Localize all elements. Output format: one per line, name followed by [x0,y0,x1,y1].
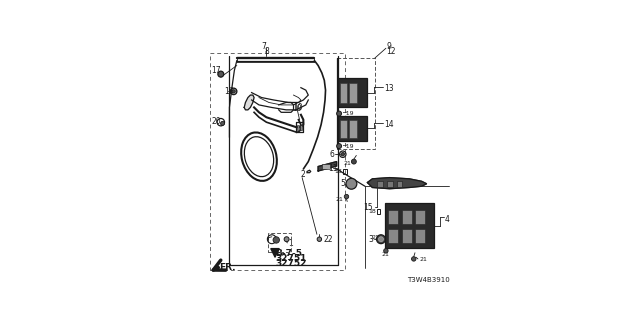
Circle shape [232,90,236,93]
Bar [415,210,426,224]
Text: 21: 21 [382,252,390,257]
Text: 32751: 32751 [275,254,307,263]
Text: 12: 12 [387,47,396,56]
Circle shape [273,237,280,243]
Text: 8: 8 [264,47,269,56]
Bar [397,180,403,187]
Bar [415,228,426,243]
Circle shape [337,144,342,148]
Bar [385,204,434,248]
Bar [402,228,412,243]
Bar [323,164,330,169]
Circle shape [317,237,321,241]
Circle shape [218,71,224,77]
Text: 3: 3 [369,235,374,244]
Text: 16: 16 [224,87,234,96]
Text: 6: 6 [330,150,334,159]
Text: 32752: 32752 [275,259,307,268]
Text: 17: 17 [212,66,221,75]
Circle shape [344,194,349,199]
Text: 9: 9 [387,42,392,51]
Circle shape [284,237,289,242]
Text: 14: 14 [385,120,394,129]
Text: B-7-5: B-7-5 [275,250,302,259]
Text: 18: 18 [368,209,376,214]
Bar [338,116,367,141]
Text: 5: 5 [340,179,345,188]
Bar [300,124,302,130]
Circle shape [351,159,356,164]
Text: 20: 20 [212,117,221,126]
Text: 13: 13 [385,84,394,93]
Circle shape [346,178,357,189]
Text: 11: 11 [328,164,338,173]
Text: 10: 10 [293,103,303,112]
Text: FR.: FR. [220,262,236,272]
Bar [378,180,383,187]
Text: 4: 4 [444,214,449,223]
Text: 21: 21 [372,236,380,241]
Bar [388,228,398,243]
Bar [343,170,347,174]
Circle shape [337,111,342,116]
Circle shape [378,237,383,242]
Text: 21: 21 [335,197,343,202]
Text: 1: 1 [288,239,293,248]
Bar [387,180,392,187]
Bar [340,83,348,103]
Bar [402,210,412,224]
Text: 15: 15 [363,203,372,212]
Bar [349,120,356,138]
Polygon shape [244,95,254,110]
Circle shape [221,121,225,125]
Text: 18: 18 [335,169,342,174]
Text: 21: 21 [343,161,351,166]
Bar [388,210,398,224]
Bar [297,124,299,130]
Text: 10: 10 [292,104,302,113]
Text: ─19: ─19 [342,111,354,116]
Circle shape [412,257,416,261]
Bar [340,120,348,138]
Bar [349,83,356,103]
Text: 21: 21 [419,257,427,262]
Circle shape [384,249,388,253]
Circle shape [376,235,385,244]
Polygon shape [318,162,337,171]
Bar [338,78,367,108]
Bar [376,209,381,214]
Polygon shape [367,178,427,189]
Text: ─19: ─19 [342,144,354,148]
Text: T3W4B3910: T3W4B3910 [407,277,450,283]
Circle shape [341,153,344,156]
Text: 7: 7 [262,42,266,51]
Text: 2: 2 [301,170,306,179]
Text: 22: 22 [323,235,333,244]
